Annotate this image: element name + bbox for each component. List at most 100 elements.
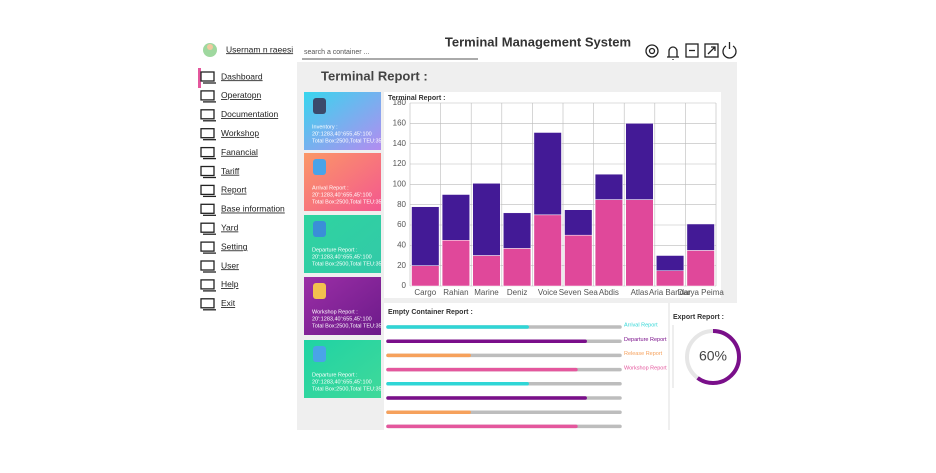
card-icon: [313, 283, 326, 299]
bell-icon[interactable]: [667, 46, 679, 60]
bar: [564, 209, 593, 236]
legend-label: Workshop Report: [624, 365, 667, 371]
bar: [472, 255, 501, 287]
legend-label: Departure Report: [624, 337, 667, 343]
y-tick-label: 80: [397, 200, 406, 209]
bar: [472, 183, 501, 256]
x-tick-label: Deniz: [507, 288, 527, 297]
empty-panel: [384, 303, 668, 430]
bar: [625, 199, 654, 287]
empty-title: Empty Container Report :: [388, 309, 473, 316]
x-tick-label: Seven Sea: [559, 288, 599, 297]
menu-item[interactable]: Workshop: [221, 128, 259, 138]
card-line: 20':1283,40':655,45':100: [312, 254, 372, 260]
minimize-icon[interactable]: [685, 43, 699, 58]
menu-icon: [200, 279, 215, 290]
settings-icon-core: [648, 47, 656, 55]
bar: [503, 212, 532, 249]
legend-label: Arrival Report: [624, 322, 658, 328]
card-title: Departure Report :: [312, 247, 358, 253]
menu-item[interactable]: Setting: [221, 241, 248, 251]
card-line: Total Box:2500,Total TEU:35: [312, 199, 382, 205]
menu-icon: [200, 222, 215, 233]
bar: [441, 194, 470, 241]
card-icon: [313, 221, 326, 237]
donut-arc: [685, 329, 741, 385]
bar: [594, 173, 623, 200]
y-tick-label: 140: [393, 139, 407, 148]
menu-icon: [200, 203, 215, 214]
menu-item[interactable]: Documentation: [221, 109, 278, 119]
card-line: Total Box:2500,Total TEU:35: [312, 386, 382, 392]
x-tick-label: Rahian: [443, 288, 468, 297]
bar: [503, 248, 532, 287]
x-tick-label: Marine: [474, 288, 499, 297]
card-title: Arrival Report :: [312, 185, 349, 191]
y-tick-label: 20: [397, 261, 406, 270]
card[interactable]: Departure Report :20':1283,40':655,45':1…: [304, 215, 382, 273]
menu-item[interactable]: Exit: [221, 298, 236, 308]
card[interactable]: Arrival Report :20':1283,40':655,45':100…: [304, 153, 382, 211]
bar: [656, 255, 685, 271]
menu-item[interactable]: Fanancial: [221, 147, 258, 157]
card-title: Departure Report :: [312, 372, 358, 378]
x-tick-label: Cargo: [414, 288, 436, 297]
legend-label: Release Report: [624, 351, 663, 357]
y-tick-label: 100: [393, 179, 407, 188]
menu-item[interactable]: Base information: [221, 204, 285, 214]
card[interactable]: Workshop Report :20':1283,40':655,45':10…: [304, 277, 382, 335]
avatar-face: [207, 44, 213, 50]
x-tick-label: Atlas: [631, 288, 649, 297]
x-tick-label: Darya Peima: [678, 288, 725, 297]
card-title: Workshop Report :: [312, 309, 358, 315]
menu-item[interactable]: Tariff: [221, 166, 240, 176]
chart-title: Terminal Report :: [388, 95, 445, 102]
card-line: 20':1283,40':655,45':100: [312, 316, 372, 322]
maximize-arrow: [707, 46, 716, 55]
y-tick-label: 40: [397, 240, 406, 249]
active-indicator: [198, 68, 201, 88]
maximize-icon[interactable]: [704, 43, 719, 58]
y-tick-label: 120: [393, 159, 407, 168]
menu-icon: [200, 90, 215, 101]
y-tick-label: 0: [402, 281, 407, 290]
card-icon: [313, 159, 326, 175]
card-line: 20':1283,40':655,45':100: [312, 379, 372, 385]
card-line: Total Box:2500,Total TEU:35: [312, 261, 382, 267]
menu-icon: [200, 146, 215, 158]
card-line: Total Box:2500,Total TEU:35: [312, 323, 382, 329]
menu-item[interactable]: Operatopn: [221, 90, 261, 100]
menu-item[interactable]: Dashboard: [221, 71, 263, 81]
card-line: 20':1283,40':655,45':100: [312, 192, 372, 198]
y-tick-label: 180: [393, 98, 407, 107]
user-name[interactable]: Usernam n raeesi: [226, 44, 293, 54]
card-line: Total Box:2500,Total TEU:35: [312, 138, 382, 144]
bar: [594, 199, 623, 287]
bar: [441, 240, 470, 287]
bar: [686, 223, 715, 251]
menu-icon: [200, 298, 215, 309]
menu-item[interactable]: Yard: [221, 222, 239, 232]
settings-icon[interactable]: [645, 44, 659, 58]
x-tick-label: Abdis: [599, 288, 619, 297]
y-tick-label: 60: [397, 220, 406, 229]
menu-icon: [200, 241, 215, 252]
menu-item[interactable]: Report: [221, 185, 247, 195]
menu-icon: [200, 71, 215, 82]
export-panel: [670, 303, 737, 430]
card[interactable]: Inventory :20':1283,40':655,45':100Total…: [304, 92, 382, 150]
menu-item[interactable]: Help: [221, 279, 239, 289]
menu-item[interactable]: User: [221, 260, 239, 270]
export-title: Export Report :: [673, 314, 724, 321]
power-icon[interactable]: [722, 42, 737, 59]
search-box[interactable]: search a container ...: [304, 49, 369, 56]
toolbar: [645, 42, 737, 60]
card-icon: [313, 98, 326, 114]
menu-icon: [200, 165, 215, 177]
card[interactable]: Departure Report :20':1283,40':655,45':1…: [304, 340, 382, 398]
menu-icon: [200, 184, 215, 196]
card-icon: [313, 346, 326, 362]
bar: [533, 214, 562, 287]
